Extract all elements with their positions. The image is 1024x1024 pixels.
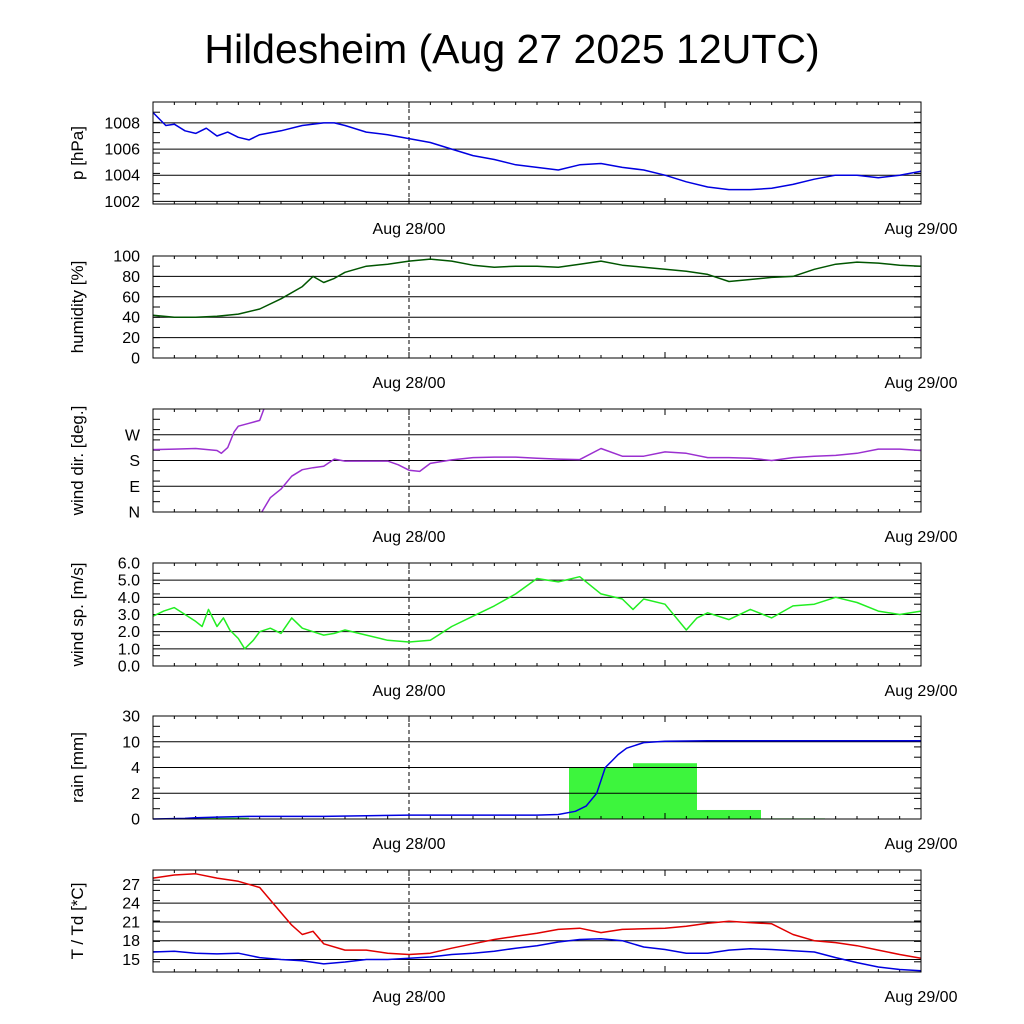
temperature-series-line-1 xyxy=(152,938,922,972)
y-tick-label-humidity-3: 60 xyxy=(122,289,140,306)
y-tick-label-rain-0: 0 xyxy=(131,812,140,829)
plot-frame-rain xyxy=(152,715,922,820)
pressure-panel: 1002 1004 1006 1008 Aug 28/00 Aug 29/00 p [hPa… xyxy=(68,101,958,238)
y-tick-label-wind_speed-4: 4.0 xyxy=(118,590,140,607)
x-tick-label-temperature-1: Aug 29/00 xyxy=(885,989,958,1006)
x-tick-label-pressure-1: Aug 29/00 xyxy=(885,221,958,238)
y-axis-title-humidity: humidity [%] xyxy=(68,261,87,354)
x-tick-label-pressure-0: Aug 28/00 xyxy=(373,221,446,238)
x-tick-label-humidity-0: Aug 28/00 xyxy=(373,375,446,392)
y-axis-title-wind_speed: wind sp. [m/s] xyxy=(68,563,87,668)
y-tick-label-temperature-0: 15 xyxy=(122,952,140,969)
x-tick-label-rain-0: Aug 28/00 xyxy=(373,836,446,853)
y-tick-label-temperature-2: 21 xyxy=(122,914,140,931)
x-tick-label-wind_dir-0: Aug 28/00 xyxy=(373,529,446,546)
plot-frame-humidity xyxy=(152,255,922,359)
y-tick-label-wind_dir-3: W xyxy=(125,427,141,444)
rain-series-line-0 xyxy=(152,739,921,820)
y-tick-label-temperature-3: 24 xyxy=(122,896,140,913)
chart-title: Hildesheim (Aug 27 2025 12UTC) xyxy=(204,26,820,72)
plot-frame-temperature xyxy=(152,869,922,973)
y-tick-label-temperature-1: 18 xyxy=(122,933,140,950)
plot-frame-wind_speed xyxy=(152,562,922,667)
wind_dir-series-line-1 xyxy=(261,447,922,513)
wind_dir-series-line-0 xyxy=(152,408,265,455)
temperature-series-line-0 xyxy=(152,873,922,959)
y-tick-label-pressure-0: 1002 xyxy=(104,194,140,211)
y-tick-label-rain-2: 4 xyxy=(131,760,140,777)
x-tick-label-wind_speed-0: Aug 28/00 xyxy=(373,683,446,700)
y-tick-label-wind_speed-5: 5.0 xyxy=(118,573,140,590)
y-tick-label-humidity-1: 20 xyxy=(122,330,140,347)
humidity-series-line-0 xyxy=(152,258,922,318)
y-tick-label-rain-1: 2 xyxy=(131,786,140,803)
x-tick-label-humidity-1: Aug 29/00 xyxy=(885,375,958,392)
pressure-series-line-0 xyxy=(152,111,922,191)
y-axis-title-rain: rain [mm] xyxy=(68,732,87,803)
rain-bar-3 xyxy=(697,809,761,819)
y-tick-label-wind_speed-1: 1.0 xyxy=(118,641,140,658)
y-tick-label-wind_speed-3: 3.0 xyxy=(118,607,140,624)
y-tick-label-pressure-2: 1006 xyxy=(104,142,140,159)
y-tick-label-wind_dir-1: E xyxy=(129,479,140,496)
y-tick-label-rain-3: 10 xyxy=(122,734,140,751)
y-axis-title-wind_dir: wind dir. [deg.] xyxy=(68,406,87,517)
y-tick-label-temperature-4: 27 xyxy=(122,877,140,894)
y-tick-label-wind_dir-0: N xyxy=(128,505,140,522)
y-tick-label-wind_speed-2: 2.0 xyxy=(118,624,140,641)
wind_speed-series-line-0 xyxy=(152,575,922,650)
rain-panel: 0 2 4 10 30 Aug 28/00 Aug 29/00 rain [mm] xyxy=(68,709,958,854)
x-tick-label-wind_speed-1: Aug 29/00 xyxy=(885,683,958,700)
wind_speed-panel: 0.01.02.03.04.05.06.0 Aug 28/00 Aug 29/00 w… xyxy=(68,556,958,701)
rain-bar-2 xyxy=(633,763,697,819)
humidity-panel: 0 20 40 60 80 100 Aug 28/00 Aug 29/00 humidity [… xyxy=(68,249,958,393)
y-axis-title-temperature: T / Td [*C] xyxy=(68,883,87,960)
y-tick-label-pressure-1: 1004 xyxy=(104,168,140,185)
x-tick-label-wind_dir-1: Aug 29/00 xyxy=(885,529,958,546)
y-tick-label-pressure-3: 1008 xyxy=(104,115,140,132)
y-tick-label-wind_speed-0: 0.0 xyxy=(118,659,140,676)
plot-frame-wind_dir xyxy=(152,408,922,513)
y-tick-label-wind_dir-2: S xyxy=(129,453,140,470)
y-tick-label-humidity-5: 100 xyxy=(113,249,140,266)
y-axis-title-pressure: p [hPa] xyxy=(68,126,87,180)
y-tick-label-humidity-2: 40 xyxy=(122,310,140,327)
x-tick-label-temperature-0: Aug 28/00 xyxy=(373,989,446,1006)
plot-frame-pressure xyxy=(152,101,922,205)
y-tick-label-humidity-0: 0 xyxy=(131,351,140,368)
y-tick-label-humidity-4: 80 xyxy=(122,269,140,286)
x-tick-label-rain-1: Aug 29/00 xyxy=(885,836,958,853)
y-tick-label-wind_speed-6: 6.0 xyxy=(118,556,140,573)
y-tick-label-rain-4: 30 xyxy=(122,709,140,726)
